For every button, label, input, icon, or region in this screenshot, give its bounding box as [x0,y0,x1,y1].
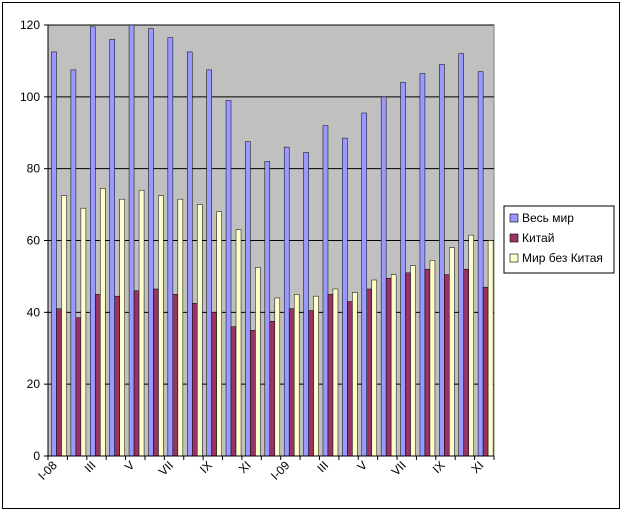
bar-1-13 [308,310,314,457]
legend-swatch-0 [509,213,519,223]
bar-0-14 [322,125,329,457]
bar-1-11 [269,321,276,457]
bar-0-2 [90,26,96,457]
bar-1-5 [153,288,159,457]
bar-2-13 [313,295,319,457]
bar-0-17 [380,96,387,457]
bar-0-7 [186,51,193,457]
bar-2-20 [449,247,455,457]
bar-1-2 [95,294,101,457]
bar-0-10 [245,141,251,457]
bar-1-17 [385,277,392,457]
bar-2-21 [468,234,474,457]
bar-0-22 [477,71,484,457]
bar-1-1 [75,317,82,457]
bar-0-11 [264,161,271,457]
bar-2-16 [371,279,378,457]
y-tick-label-3: 60 [27,234,41,248]
x-tick-label-9: VII [389,458,409,478]
x-tick-label-8: V [355,458,371,474]
bar-0-21 [458,53,464,457]
bar-0-4 [128,24,135,457]
bar-0-16 [361,112,368,457]
bar-2-10 [255,267,261,457]
x-tick-label-3: VII [156,458,176,478]
bar-0-13 [303,152,309,457]
bar-2-9 [235,229,242,457]
bar-0-1 [70,69,77,457]
bar-2-0 [61,195,67,457]
legend-swatch-1 [509,233,519,243]
x-tick-label-11: XI [469,458,487,476]
bar-1-21 [463,268,469,457]
bar-2-4 [138,189,145,457]
bar-1-3 [114,295,120,457]
bar-1-0 [56,308,62,457]
bar-1-15 [347,301,353,457]
bar-0-9 [225,100,232,457]
bar-2-6 [177,198,184,457]
chart-frame: 0 20 40 60 80 100 120 I-08 III V VII IX XI I-09 III V V… [2,2,620,509]
bar-0-3 [109,39,115,457]
bar-1-20 [444,274,450,457]
bar-1-6 [172,294,179,457]
bar-1-8 [211,312,217,457]
bar-0-6 [167,37,174,457]
bar-2-7 [196,204,203,457]
legend-box [503,205,615,274]
y-tick-label-0: 0 [33,449,40,463]
bar-2-22 [487,240,494,457]
x-tick-label-10: IX [430,458,448,476]
legend-label-0: Весь мир [522,211,574,225]
bar-0-8 [206,69,212,457]
bar-1-22 [482,286,489,457]
x-tick-label-6: I-09 [268,458,293,483]
bar-2-3 [119,198,125,457]
bar-1-9 [230,326,237,457]
bar-1-4 [133,290,140,457]
bar-2-2 [100,188,106,457]
bar-1-19 [424,268,431,457]
bar-2-8 [216,211,222,457]
bar-0-19 [419,73,426,457]
bar-2-19 [429,260,436,457]
y-tick-label-2: 40 [27,305,41,319]
bar-2-11 [274,297,281,457]
bar-2-14 [332,288,339,457]
bar-1-12 [288,308,295,457]
y-tick-label-5: 100 [20,90,40,104]
bar-2-12 [293,294,300,457]
bar-1-10 [250,330,256,457]
bar-0-18 [400,82,406,457]
x-tick-label-2: V [122,458,138,474]
y-tick-label-6: 120 [20,18,40,32]
x-tick-label-1: III [82,458,99,475]
bar-0-20 [439,64,445,457]
bar-1-16 [366,288,373,457]
bar-2-17 [390,274,397,457]
bar-2-15 [352,292,358,457]
bar-2-5 [158,195,164,457]
x-tick-label-4: IX [197,458,215,476]
bar-1-18 [405,272,411,457]
bar-2-1 [80,207,87,457]
legend-label-1: Китай [522,231,554,245]
y-tick-label-4: 80 [27,162,41,176]
legend-swatch-2 [509,253,519,263]
bar-0-5 [148,28,154,457]
bar-2-18 [410,265,416,457]
bar-1-14 [327,294,334,457]
y-tick-label-1: 20 [27,377,41,391]
bar-0-0 [51,51,57,457]
bar-1-7 [191,303,198,457]
bar-0-15 [342,137,348,457]
bar-0-12 [283,146,290,457]
legend-label-2: Мир без Китая [522,251,603,265]
x-tick-label-7: III [314,458,331,475]
x-tick-label-5: XI [236,458,254,476]
